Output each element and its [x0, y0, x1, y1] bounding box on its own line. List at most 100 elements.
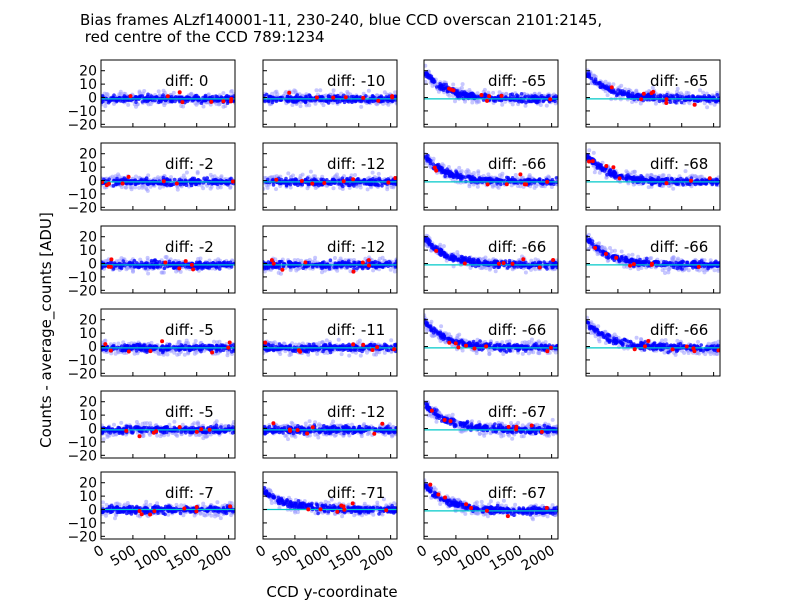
scatter-points: [101, 255, 235, 276]
panel-frame: [100, 225, 236, 294]
panel-frame: [262, 142, 398, 211]
scatter-point-light: [366, 88, 371, 93]
scatter-point-light: [649, 173, 654, 178]
scatter-point-light: [295, 258, 300, 262]
scatter-point: [495, 182, 500, 186]
outlier-point: [518, 172, 523, 177]
scatter-point: [695, 178, 699, 182]
scatter-point-light: [157, 93, 162, 98]
panel-diff-label: diff: -68: [650, 155, 708, 173]
scatter-point-light: [201, 104, 206, 109]
scatter-point: [630, 91, 635, 96]
scatter-point: [523, 94, 528, 99]
scatter-point: [439, 87, 444, 92]
scatter-point-light: [359, 104, 364, 109]
scatter-point-light: [459, 169, 464, 174]
scatter-point-light: [353, 173, 357, 177]
outlier-point: [163, 260, 168, 265]
scatter-point: [674, 181, 678, 186]
outlier-point: [587, 159, 591, 164]
outlier-point: [361, 95, 366, 100]
outlier-point: [707, 176, 712, 181]
outlier-point: [499, 93, 504, 98]
scatter-point-light: [497, 90, 502, 95]
scatter-point: [603, 167, 608, 171]
scatter-point: [226, 94, 231, 99]
scatter-point: [443, 174, 448, 178]
scatter-point-light: [376, 171, 381, 176]
scatter-point: [707, 94, 711, 98]
scatter-point-light: [288, 185, 293, 190]
scatter-point-light: [137, 89, 142, 94]
outlier-point: [611, 165, 616, 170]
scatter-point-light: [597, 170, 602, 175]
outlier-point: [434, 168, 439, 173]
outlier-point: [664, 181, 669, 186]
scatter-point: [326, 101, 331, 105]
scatter-point-light: [331, 186, 336, 191]
panel-diff-label: diff: -2: [165, 238, 214, 256]
scatter-point: [618, 89, 623, 93]
outlier-point: [376, 98, 381, 103]
scatter-point-light: [645, 174, 650, 178]
scatter-point: [288, 182, 293, 187]
scatter-point: [263, 93, 266, 98]
scatter-point: [628, 176, 632, 181]
scatter-point: [139, 177, 144, 182]
scatter-point: [619, 173, 624, 178]
scatter-point-light: [683, 169, 688, 174]
scatter-point: [714, 177, 718, 181]
outlier-point: [310, 181, 315, 186]
scatter-point: [688, 182, 692, 187]
scatter-point-light: [144, 187, 149, 192]
y-tick-label: −10: [67, 187, 97, 203]
scatter-point-light: [712, 102, 717, 107]
outlier-point: [106, 264, 111, 269]
scatter-point: [526, 177, 531, 182]
panel-frame: [100, 142, 236, 211]
scatter-point-light: [313, 101, 318, 106]
scatter-point-light: [393, 90, 397, 95]
scatter-point: [707, 99, 712, 104]
scatter-point-light: [270, 91, 275, 96]
scatter-point-light: [134, 174, 138, 179]
scatter-point-light: [496, 185, 501, 190]
y-tick-label: 20: [79, 64, 97, 80]
scatter-point-light: [305, 186, 310, 191]
scatter-point-light: [653, 101, 658, 106]
scatter-point: [271, 183, 276, 187]
scatter-point-light: [221, 91, 226, 96]
panel-frame: [423, 142, 559, 211]
scatter-point: [368, 182, 373, 186]
scatter-point: [143, 266, 148, 270]
scatter-point: [670, 177, 674, 182]
scatter-point: [354, 182, 359, 186]
scatter-point-light: [279, 271, 283, 276]
scatter-point: [710, 182, 715, 187]
scatter-point: [699, 182, 703, 186]
scatter-point: [614, 93, 619, 98]
outlier-point: [485, 182, 490, 187]
scatter-point-light: [156, 89, 161, 94]
scatter-points: [101, 88, 235, 109]
scatter-point-light: [128, 185, 133, 190]
scatter-point: [456, 91, 461, 95]
scatter-point-light: [475, 184, 480, 189]
outlier-point: [447, 86, 452, 91]
scatter-point: [321, 177, 326, 182]
scatter-point: [110, 97, 115, 102]
y-tick-label: 10: [79, 243, 97, 259]
scatter-point-light: [386, 102, 391, 107]
scatter-point: [499, 182, 503, 187]
scatter-point-light: [457, 165, 462, 170]
scatter-point: [195, 267, 199, 271]
scatter-point: [203, 93, 208, 98]
scatter-point-light: [470, 100, 475, 105]
outlier-point: [191, 267, 196, 272]
scatter-point-light: [702, 101, 707, 106]
scatter-point-light: [666, 173, 671, 178]
scatter-point: [587, 72, 592, 77]
scatter-point: [634, 93, 639, 97]
outlier-point: [343, 95, 348, 100]
